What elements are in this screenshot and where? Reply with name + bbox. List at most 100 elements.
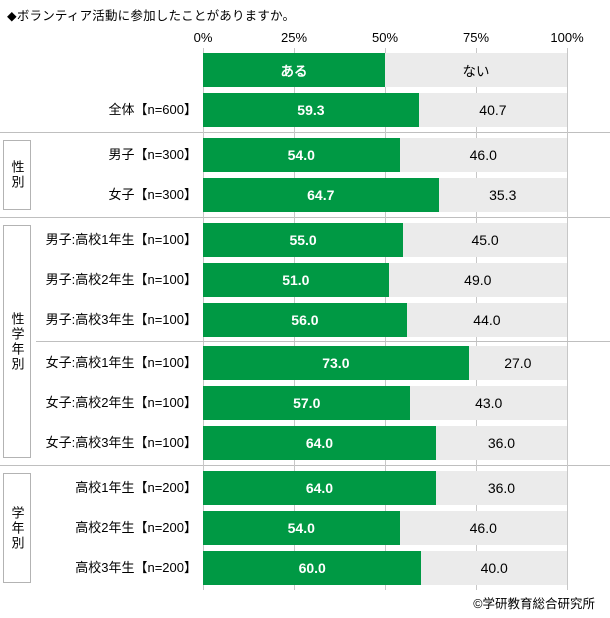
row-category-label: 全体【n=600】: [108, 102, 197, 117]
bar-value-yes: 60.0: [298, 560, 326, 576]
chart-rows: ある ない 全体【n=600】 59.3 40.7 性別 男子【n=300】 54.0 46.0…: [0, 48, 610, 590]
bar: 54.0 46.0: [203, 138, 567, 172]
axis-tick-label: 75%: [462, 30, 490, 45]
data-row: 高校1年生【n=200】 64.0 36.0: [0, 471, 610, 505]
bar-value-no: 43.0: [475, 395, 503, 411]
axis-tick-label: 0%: [193, 30, 213, 45]
bar-segment-yes: 54.0: [203, 138, 400, 172]
axis-tick-label: 100%: [550, 30, 584, 45]
chart-section: 性別 男子【n=300】 54.0 46.0 女子【n=300】 64.7 35.3: [0, 138, 610, 212]
bar-value-no: 40.0: [480, 560, 508, 576]
data-row: 高校2年生【n=200】 54.0 46.0: [0, 511, 610, 545]
bar-segment-no: 40.0: [421, 551, 567, 585]
bar: 56.0 44.0: [203, 303, 567, 337]
bar-segment-yes: 73.0: [203, 346, 469, 380]
legend-label-yes: ある: [280, 64, 308, 79]
bar: 51.0 49.0: [203, 263, 567, 297]
bar-segment-no: 46.0: [399, 511, 567, 545]
bar-value-yes: 54.0: [287, 147, 315, 163]
row-category-label: 女子:高校1年生【n=100】: [45, 355, 197, 370]
bar-segment-no: 49.0: [388, 263, 567, 297]
data-row: 男子【n=300】 54.0 46.0: [0, 138, 610, 172]
data-row: 全体【n=600】 59.3 40.7: [0, 93, 610, 127]
row-category-label: 男子:高校2年生【n=100】: [45, 272, 197, 287]
bar-value-yes: 64.7: [307, 187, 335, 203]
bar-segment-yes: 55.0: [203, 223, 404, 257]
data-row: 男子:高校1年生【n=100】 55.0 45.0: [0, 223, 610, 257]
bar-segment-no: 43.0: [410, 386, 567, 420]
bar-value-no: 27.0: [504, 355, 532, 371]
row-category-label: 女子:高校2年生【n=100】: [45, 395, 197, 410]
bar-segment-no: 40.7: [418, 93, 567, 127]
bar-segment-yes: 57.0: [203, 386, 411, 420]
bar-segment-yes: 51.0: [203, 263, 389, 297]
legend-segment-no: ない: [385, 53, 567, 87]
row-category-label: 女子【n=300】: [108, 187, 197, 202]
bar-segment-yes: 64.0: [203, 471, 436, 505]
bar-segment-no: 45.0: [403, 223, 567, 257]
bar-segment-yes: 56.0: [203, 303, 407, 337]
legend-bar: ある ない: [203, 53, 567, 87]
section-divider: [0, 217, 610, 218]
bar-segment-yes: 54.0: [203, 511, 400, 545]
chart-title: ◆ボランティア活動に参加したことがありますか。: [7, 9, 296, 23]
bar-segment-no: 36.0: [435, 426, 567, 460]
group-label-box: 性学年別: [3, 225, 31, 458]
bar: 64.0 36.0: [203, 426, 567, 460]
bar-segment-no: 36.0: [435, 471, 567, 505]
bar-value-yes: 51.0: [282, 272, 310, 288]
bar: 64.7 35.3: [203, 178, 567, 212]
plot-gridline: [567, 48, 568, 590]
bar-segment-yes: 60.0: [203, 551, 422, 585]
axis-tick-label: 25%: [280, 30, 308, 45]
data-row: 男子:高校2年生【n=100】 51.0 49.0: [0, 263, 610, 297]
bar-value-no: 46.0: [469, 520, 497, 536]
axis-tick-label: 50%: [371, 30, 399, 45]
legend-row-spacer: [0, 53, 203, 87]
bar-value-yes: 57.0: [293, 395, 321, 411]
bar-segment-no: 46.0: [399, 138, 567, 172]
chart-section: 学年別 高校1年生【n=200】 64.0 36.0 高校2年生【n=200】 54.0 4…: [0, 471, 610, 585]
chart-section: ある ない全体【n=600】 59.3 40.7: [0, 53, 610, 127]
row-category-label: 男子:高校3年生【n=100】: [45, 312, 197, 327]
bar-segment-yes: 64.7: [203, 178, 439, 212]
bar: 55.0 45.0: [203, 223, 567, 257]
data-row: 高校3年生【n=200】 60.0 40.0: [0, 551, 610, 585]
bar: 57.0 43.0: [203, 386, 567, 420]
bar-value-no: 45.0: [471, 232, 499, 248]
bar-value-no: 36.0: [487, 480, 516, 496]
chart-section: 性学年別 男子:高校1年生【n=100】 55.0 45.0 男子:高校2年生【n=10…: [0, 223, 610, 460]
data-row: 女子:高校2年生【n=100】 57.0 43.0: [0, 386, 610, 420]
bar-segment-no: 35.3: [438, 178, 567, 212]
subgroup-divider: [36, 341, 610, 342]
bar-segment-no: 27.0: [468, 346, 567, 380]
bar-value-no: 46.0: [469, 147, 497, 163]
bar-value-yes: 54.0: [287, 520, 315, 536]
legend-segment-yes: ある: [203, 53, 385, 87]
data-row: 男子:高校3年生【n=100】 56.0 44.0: [0, 303, 610, 337]
bar-segment-yes: 59.3: [203, 93, 419, 127]
bar: 54.0 46.0: [203, 511, 567, 545]
bar-segment-yes: 64.0: [203, 426, 436, 460]
data-row: 女子【n=300】 64.7 35.3: [0, 178, 610, 212]
copyright-notice: ©学研教育総合研究所: [473, 597, 595, 611]
bar: 64.0 36.0: [203, 471, 567, 505]
bar-value-yes: 59.3: [297, 102, 325, 118]
bar: 59.3 40.7: [203, 93, 567, 127]
bar-value-no: 44.0: [473, 312, 501, 328]
group-label-box: 性別: [3, 140, 31, 210]
row-category-label: 女子:高校3年生【n=100】: [45, 435, 197, 450]
bar-value-yes: 64.0: [305, 480, 334, 496]
group-label-box: 学年別: [3, 473, 31, 583]
bar-value-yes: 64.0: [305, 435, 334, 451]
bar-value-no: 49.0: [464, 272, 492, 288]
row-category-label: 高校1年生【n=200】: [75, 480, 197, 495]
data-row: 女子:高校1年生【n=100】 73.0 27.0: [0, 346, 610, 380]
legend-label-no: ない: [462, 64, 490, 79]
row-category-label: 男子:高校1年生【n=100】: [45, 232, 197, 247]
row-category-label: 高校3年生【n=200】: [75, 560, 197, 575]
bar: 73.0 27.0: [203, 346, 567, 380]
bar-value-yes: 56.0: [291, 312, 319, 328]
data-row: 女子:高校3年生【n=100】 64.0 36.0: [0, 426, 610, 460]
